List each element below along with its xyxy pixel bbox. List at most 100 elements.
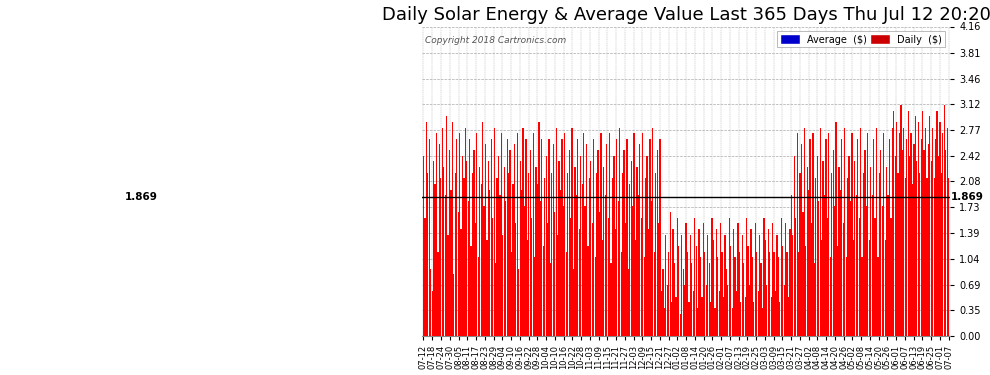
Bar [741, 302, 742, 336]
Bar [476, 133, 477, 336]
Bar [855, 195, 857, 336]
Bar [760, 263, 761, 336]
Bar [848, 156, 849, 336]
Bar [540, 201, 541, 336]
Bar [632, 207, 634, 336]
Bar [492, 218, 493, 336]
Bar [824, 195, 825, 336]
Bar [823, 161, 824, 336]
Bar [579, 229, 580, 336]
Bar [448, 150, 450, 336]
Bar [832, 172, 833, 336]
Bar [502, 235, 504, 336]
Bar [593, 139, 594, 336]
Bar [531, 218, 533, 336]
Bar [612, 178, 613, 336]
Bar [665, 235, 666, 336]
Bar [703, 224, 704, 336]
Bar [456, 139, 457, 336]
Bar [479, 167, 480, 336]
Bar [460, 229, 461, 336]
Bar [514, 144, 515, 336]
Bar [889, 139, 890, 336]
Bar [914, 144, 915, 336]
Bar [900, 105, 902, 336]
Bar [595, 257, 596, 336]
Bar [829, 133, 830, 336]
Bar [851, 133, 852, 336]
Bar [512, 184, 514, 336]
Bar [426, 122, 427, 336]
Bar [567, 172, 568, 336]
Bar [884, 240, 886, 336]
Bar [804, 128, 805, 336]
Bar [504, 167, 505, 336]
Bar [619, 128, 621, 336]
Bar [668, 252, 669, 336]
Bar [537, 184, 539, 336]
Bar [827, 218, 828, 336]
Bar [858, 218, 859, 336]
Bar [924, 150, 925, 336]
Bar [712, 218, 713, 336]
Bar [423, 156, 424, 336]
Bar [454, 172, 455, 336]
Bar [539, 122, 540, 336]
Bar [581, 184, 583, 336]
Bar [478, 257, 479, 336]
Bar [498, 156, 499, 336]
Bar [860, 128, 861, 336]
Bar [797, 133, 798, 336]
Legend: Average  ($), Daily  ($): Average ($), Daily ($) [777, 32, 945, 48]
Bar [656, 150, 657, 336]
Bar [844, 128, 845, 336]
Bar [586, 144, 587, 336]
Bar [609, 133, 610, 336]
Bar [600, 133, 602, 336]
Bar [596, 172, 597, 336]
Bar [463, 178, 464, 336]
Bar [554, 212, 555, 336]
Bar [733, 229, 735, 336]
Bar [663, 308, 665, 336]
Bar [805, 246, 807, 336]
Bar [611, 263, 612, 336]
Bar [709, 263, 710, 336]
Bar [534, 257, 536, 336]
Bar [935, 139, 937, 336]
Bar [546, 224, 548, 336]
Text: Copyright 2018 Cartronics.com: Copyright 2018 Cartronics.com [425, 36, 566, 45]
Bar [510, 150, 511, 336]
Bar [839, 167, 840, 336]
Bar [603, 167, 605, 336]
Bar [544, 178, 545, 336]
Bar [527, 240, 528, 336]
Bar [491, 139, 492, 336]
Bar [597, 150, 599, 336]
Title: Daily Solar Energy & Average Value Last 365 Days Thu Jul 12 20:20: Daily Solar Energy & Average Value Last … [381, 6, 990, 24]
Bar [775, 291, 776, 336]
Bar [685, 224, 687, 336]
Bar [938, 156, 940, 336]
Bar [700, 257, 701, 336]
Bar [814, 263, 815, 336]
Bar [868, 240, 870, 336]
Bar [631, 161, 632, 336]
Bar [736, 291, 738, 336]
Bar [776, 235, 777, 336]
Bar [836, 122, 837, 336]
Bar [886, 167, 887, 336]
Bar [728, 285, 729, 336]
Bar [879, 172, 880, 336]
Bar [746, 218, 747, 336]
Bar [852, 240, 854, 336]
Bar [680, 314, 681, 336]
Bar [555, 128, 556, 336]
Bar [799, 172, 801, 336]
Bar [649, 139, 650, 336]
Bar [615, 229, 616, 336]
Bar [873, 139, 874, 336]
Bar [706, 285, 707, 336]
Bar [671, 302, 672, 336]
Bar [798, 252, 799, 336]
